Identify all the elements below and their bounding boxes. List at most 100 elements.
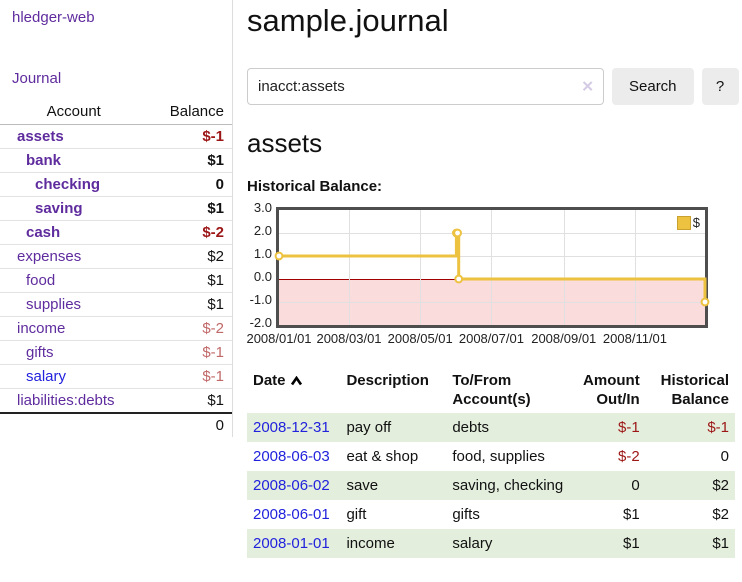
app-title-link[interactable]: hledger-web	[12, 9, 95, 26]
account-balance: $1	[147, 268, 232, 293]
transaction-balance: $2	[712, 477, 729, 494]
accounts-total-balance: 0	[147, 412, 232, 437]
accounts-total-row: 0	[0, 412, 232, 437]
account-link-checking[interactable]: checking	[35, 176, 101, 193]
account-link-assets[interactable]: assets	[17, 128, 64, 145]
transaction-date-link[interactable]: 2008-01-01	[253, 535, 330, 552]
chart-data-point	[700, 297, 710, 307]
chart-data-point	[454, 274, 464, 284]
register-header-accounts[interactable]: To/From Account(s)	[452, 372, 531, 408]
page-title: sample.journal	[247, 3, 449, 38]
account-link-income[interactable]: income	[17, 320, 66, 337]
account-link-supplies[interactable]: supplies	[26, 296, 82, 313]
account-row: income $-2	[0, 316, 232, 341]
account-balance: $-2	[147, 316, 232, 341]
chart-gridline	[349, 210, 351, 325]
register-row: 2008-12-31 pay off debts $-1 $-1	[247, 413, 735, 442]
transaction-balance: $-1	[707, 419, 729, 436]
account-row: supplies $1	[0, 292, 232, 317]
account-row: salary $-1	[0, 364, 232, 389]
account-balance: $-1	[202, 128, 224, 145]
chart-y-tick-label: -2.0	[249, 315, 272, 330]
transaction-description: save	[346, 477, 379, 494]
search-input[interactable]	[247, 68, 604, 105]
account-row: cash $-2	[0, 220, 232, 245]
help-button[interactable]: ?	[701, 68, 739, 105]
transaction-date-link[interactable]: 2008-12-31	[253, 419, 330, 436]
chart-line-series	[274, 228, 710, 307]
legend-swatch-icon	[676, 215, 691, 230]
main-content: sample.journal ✕ Search ? assets Histori…	[233, 0, 742, 558]
legend-label: $	[692, 215, 700, 230]
register-row: 2008-06-02 save saving, checking 0 $2	[247, 471, 735, 500]
account-link-food[interactable]: food	[26, 272, 56, 289]
chart-x-tick-label: 2008/09/01	[531, 331, 597, 346]
transaction-description: gift	[346, 506, 367, 523]
account-row: saving $1	[0, 196, 232, 221]
transaction-accounts: gifts	[452, 506, 480, 523]
account-balance: $1	[147, 388, 232, 413]
transaction-date-link[interactable]: 2008-06-01	[253, 506, 330, 523]
account-row: liabilities:debts $1	[0, 388, 232, 413]
chart-plot-area: $	[274, 207, 710, 328]
register-row: 2008-06-01 gift gifts $1 $2	[247, 500, 735, 529]
sidebar-item-journal[interactable]: Journal	[12, 70, 62, 87]
register-header-balance[interactable]: Historical Balance	[660, 372, 729, 408]
account-row: gifts $-1	[0, 340, 232, 365]
transaction-amount: $1	[623, 535, 640, 552]
account-balance: $-1	[147, 340, 232, 365]
transaction-amount: $-2	[618, 448, 640, 465]
chart-data-point	[453, 228, 462, 238]
transaction-description: income	[346, 535, 395, 552]
account-row: expenses $2	[0, 244, 232, 269]
clear-search-icon[interactable]: ✕	[581, 78, 594, 96]
transaction-accounts: food, supplies	[452, 448, 545, 465]
account-balance: $1	[147, 148, 232, 173]
account-balance: $1	[147, 292, 232, 317]
account-link-gifts[interactable]: gifts	[26, 344, 54, 361]
account-row: assets $-1	[0, 125, 232, 149]
transaction-date-link[interactable]: 2008-06-03	[253, 448, 330, 465]
chart-y-tick-label: 3.0	[253, 200, 272, 215]
account-link-bank[interactable]: bank	[26, 152, 62, 169]
transaction-amount: $1	[623, 506, 640, 523]
account-balance: $2	[147, 244, 232, 269]
search-form: ✕ Search ?	[247, 68, 742, 105]
register-header-amount[interactable]: Amount Out/In	[583, 372, 640, 408]
chart-y-tick-label: 1.0	[253, 246, 272, 261]
account-link-expenses[interactable]: expenses	[17, 248, 82, 265]
account-link-cash[interactable]: cash	[26, 224, 61, 241]
accounts-header-account: Account	[0, 100, 148, 125]
chart-heading: Historical Balance:	[247, 178, 383, 195]
transaction-amount: $-1	[618, 419, 640, 436]
sidebar: hledger-web Journal Account Balance asse…	[0, 0, 233, 437]
account-row: food $1	[0, 268, 232, 293]
accounts-table: Account Balance assets $-1 bank $1 checking 0…	[0, 100, 232, 437]
account-link-liabilities-debts[interactable]: liabilities:debts	[17, 392, 115, 409]
chart-gridline	[634, 210, 636, 325]
register-row: 2008-01-01 income salary $1 $1	[247, 529, 735, 558]
chart-y-tick-label: 0.0	[253, 269, 272, 284]
chart-x-tick-label: 2008/05/01	[387, 331, 453, 346]
transaction-balance: $2	[712, 506, 729, 523]
account-balance: $1	[147, 196, 232, 221]
transaction-date-link[interactable]: 2008-06-02	[253, 477, 330, 494]
register-table: Date Description To/From Account(s) Amou…	[247, 367, 735, 558]
chart-x-tick-label: 2008/03/01	[316, 331, 382, 346]
register-row: 2008-06-03 eat & shop food, supplies $-2 0	[247, 442, 735, 471]
search-button[interactable]: Search	[612, 68, 694, 105]
account-balance: $-2	[147, 220, 232, 245]
transaction-accounts: saving, checking	[452, 477, 564, 494]
chart-y-tick-label: 2.0	[253, 223, 272, 238]
chart-legend: $	[676, 215, 700, 230]
register-header-date[interactable]: Date	[247, 367, 340, 413]
register-header-description[interactable]: Description	[346, 372, 429, 389]
account-link-saving[interactable]: saving	[35, 200, 83, 217]
account-link-salary[interactable]: salary	[26, 368, 67, 385]
chart-y-tick-label: -1.0	[249, 292, 272, 307]
chart-x-tick-label: 2008/01/01	[246, 331, 312, 346]
chart-x-tick-label: 2008/07/01	[458, 331, 524, 346]
chart-data-point	[274, 251, 284, 261]
transaction-balance: $1	[712, 535, 729, 552]
account-balance: $-1	[147, 364, 232, 389]
